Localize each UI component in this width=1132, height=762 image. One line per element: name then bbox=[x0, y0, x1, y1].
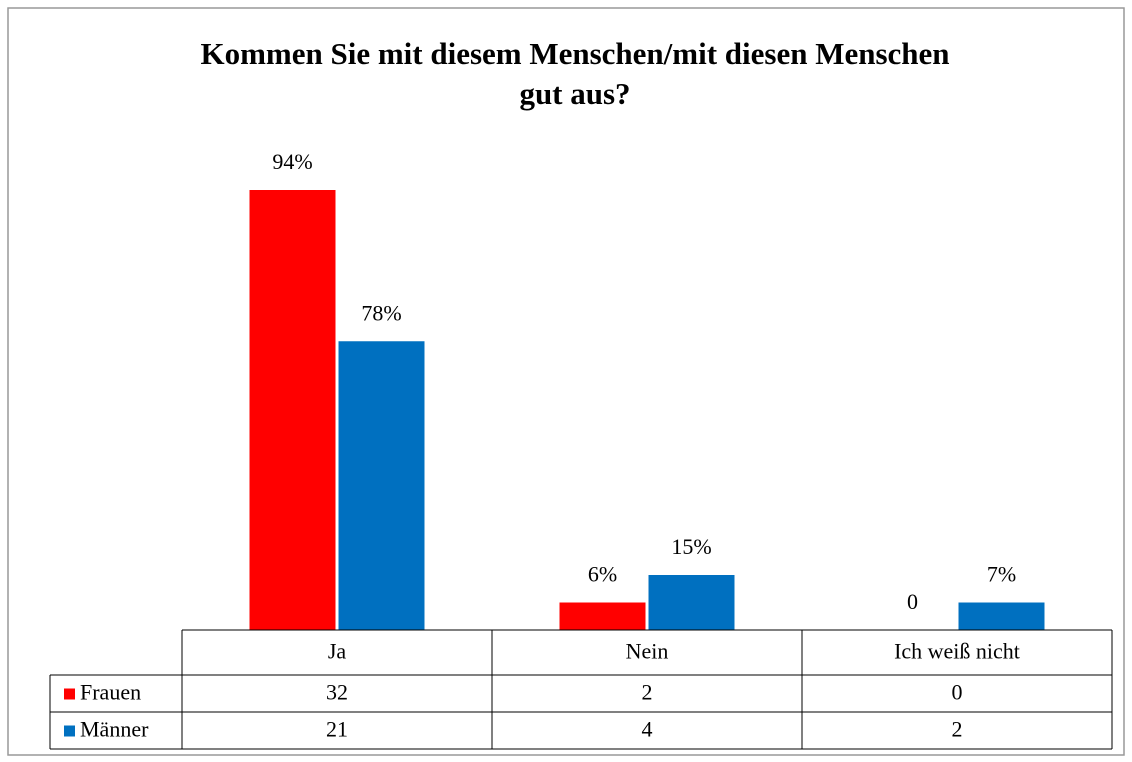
bar bbox=[559, 602, 646, 630]
x-tick-label: Nein bbox=[626, 639, 669, 664]
data-label: 6% bbox=[588, 562, 617, 587]
table-cell: 4 bbox=[642, 717, 653, 742]
bar bbox=[958, 602, 1045, 630]
data-label: 0 bbox=[907, 589, 918, 614]
chart-title: Kommen Sie mit diesem Menschen/mit diese… bbox=[200, 36, 949, 111]
data-label: 94% bbox=[272, 149, 312, 174]
bar bbox=[338, 341, 425, 630]
data-label: 15% bbox=[671, 534, 711, 559]
legend-label: Frauen bbox=[80, 680, 141, 705]
table-cell: 21 bbox=[326, 717, 348, 742]
legend-key bbox=[64, 725, 75, 737]
table-cell: 0 bbox=[952, 680, 963, 705]
data-label: 7% bbox=[987, 562, 1016, 587]
legend-label: Männer bbox=[80, 717, 149, 742]
table-cell: 2 bbox=[642, 680, 653, 705]
table-cell: 32 bbox=[326, 680, 348, 705]
legend-key bbox=[64, 688, 75, 700]
x-tick-label: Ja bbox=[328, 639, 347, 664]
x-tick-label: Ich weiß nicht bbox=[894, 639, 1020, 664]
bar bbox=[249, 190, 336, 630]
bar bbox=[648, 575, 735, 630]
data-label: 78% bbox=[361, 300, 401, 325]
table-cell: 2 bbox=[952, 717, 963, 742]
